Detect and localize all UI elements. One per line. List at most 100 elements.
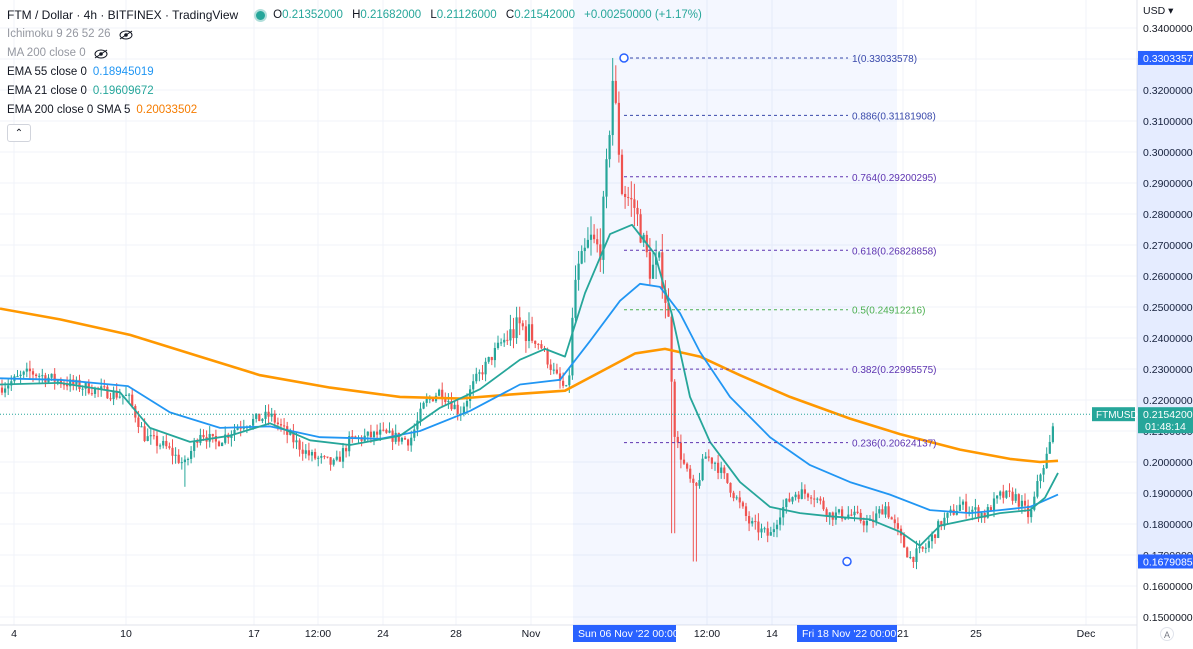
time-highlight-end: Fri 18 Nov '22 00:00 bbox=[797, 625, 897, 642]
candle-body bbox=[766, 528, 769, 536]
candle-down bbox=[35, 373, 38, 379]
candle-body bbox=[258, 413, 261, 422]
candle-body bbox=[62, 384, 66, 386]
candle-body bbox=[496, 342, 500, 348]
candle-down bbox=[369, 424, 372, 443]
candle-up bbox=[1033, 491, 1036, 512]
candle-body bbox=[754, 521, 757, 523]
candle-body bbox=[729, 482, 732, 493]
candle-down bbox=[906, 546, 909, 558]
candle-body bbox=[630, 197, 633, 200]
candle-body bbox=[422, 402, 425, 409]
candle-body bbox=[608, 135, 611, 160]
candle-body bbox=[989, 507, 992, 512]
candle-down bbox=[90, 384, 93, 396]
candle-body bbox=[574, 279, 577, 318]
indicator-ema55[interactable]: EMA 55 close 0 0.18945019 bbox=[7, 63, 708, 82]
candle-body bbox=[81, 388, 84, 390]
badge-bg bbox=[573, 625, 676, 642]
candle-body bbox=[301, 449, 304, 454]
candle-body bbox=[617, 102, 620, 155]
candle-down bbox=[661, 233, 664, 299]
candle-down bbox=[62, 379, 66, 390]
candle-body bbox=[403, 437, 407, 440]
badge-bg bbox=[1138, 407, 1193, 434]
candle-down bbox=[887, 501, 890, 519]
candle-body bbox=[701, 458, 704, 481]
candle-up bbox=[224, 426, 227, 445]
candle-up bbox=[410, 430, 413, 452]
candle-body bbox=[983, 512, 986, 518]
currency-selector[interactable]: USD ▾ bbox=[1143, 5, 1174, 17]
hidden-eye-icon[interactable] bbox=[119, 30, 133, 40]
candle-up bbox=[946, 512, 949, 526]
candle-body bbox=[165, 440, 168, 447]
candle-body bbox=[385, 429, 388, 433]
collapse-legend-button[interactable]: ⌃ bbox=[7, 124, 31, 142]
candle-down bbox=[788, 492, 791, 503]
candle-body bbox=[1027, 505, 1030, 518]
candle-down bbox=[856, 505, 859, 515]
candle-body bbox=[555, 369, 558, 374]
indicator-ema200[interactable]: EMA 200 close 0 SMA 5 0.20033502 bbox=[7, 101, 708, 120]
candle-down bbox=[267, 404, 270, 426]
indicator-ema21[interactable]: EMA 21 close 0 0.19609672 bbox=[7, 82, 708, 101]
candle-body bbox=[348, 436, 351, 452]
candle-body bbox=[93, 387, 97, 394]
candle-up bbox=[602, 190, 605, 274]
chevron-up-icon: ⌃ bbox=[14, 127, 24, 139]
candle-up bbox=[478, 369, 481, 382]
candle-body bbox=[707, 456, 710, 458]
fib-anchor-handle-bottom bbox=[842, 556, 852, 567]
candle-down bbox=[921, 546, 924, 552]
candle-up bbox=[1045, 447, 1048, 469]
auto-scale-button[interactable]: A bbox=[1160, 627, 1174, 641]
candle-up bbox=[348, 431, 351, 457]
candle-up bbox=[791, 496, 794, 505]
candle-body bbox=[1051, 426, 1054, 442]
candle-up bbox=[704, 452, 707, 459]
candle-up bbox=[720, 461, 723, 479]
candle-body bbox=[658, 252, 661, 258]
candle-body bbox=[847, 514, 850, 519]
candle-body bbox=[490, 357, 493, 361]
price-tick-label: 0.29000000 bbox=[1143, 178, 1193, 190]
indicator-ma200[interactable]: MA 200 close 0 bbox=[7, 44, 708, 63]
badge-bg bbox=[1138, 554, 1193, 569]
candle-body bbox=[961, 501, 965, 505]
symbol-title[interactable]: FTM / Dollar · 4h · BITFINEX · TradingVi… bbox=[7, 8, 239, 22]
candle-body bbox=[735, 497, 738, 499]
candle-body bbox=[717, 462, 720, 473]
candle-up bbox=[261, 418, 264, 424]
candle-down bbox=[1027, 499, 1030, 524]
ema55-value: 0.18945019 bbox=[92, 66, 154, 78]
candle-body bbox=[252, 418, 255, 426]
hidden-eye-icon[interactable] bbox=[94, 49, 108, 59]
candle-body bbox=[500, 342, 503, 344]
candle-body bbox=[875, 513, 878, 523]
candle-down bbox=[813, 490, 816, 508]
time-axis: 4 10 17 12:00 24 28 Nov 12:00 14 21 25 Dec bbox=[0, 624, 1137, 640]
fib-level-label: 0.764(0.29200295) bbox=[852, 173, 937, 184]
candle-body bbox=[549, 364, 552, 370]
candle-body bbox=[1005, 490, 1008, 498]
candle-body bbox=[1042, 468, 1045, 475]
candle-up bbox=[320, 453, 323, 464]
candle-down bbox=[323, 455, 326, 460]
candle-body bbox=[704, 456, 707, 459]
candle-body bbox=[304, 450, 307, 454]
candle-body bbox=[484, 361, 487, 375]
low-value: 0.21126000 bbox=[436, 9, 497, 21]
candle-body bbox=[273, 413, 276, 423]
candle-body bbox=[221, 442, 224, 447]
time-tick-label: 17 bbox=[248, 628, 260, 640]
candle-body bbox=[546, 349, 549, 365]
candle-down bbox=[338, 451, 341, 462]
candle-body bbox=[177, 454, 180, 463]
candle-body bbox=[878, 509, 881, 514]
indicator-ichimoku[interactable]: Ichimoku 9 26 52 26 bbox=[7, 25, 708, 44]
candle-down bbox=[1011, 487, 1014, 505]
candle-body bbox=[651, 264, 655, 279]
candle-down bbox=[664, 280, 667, 319]
